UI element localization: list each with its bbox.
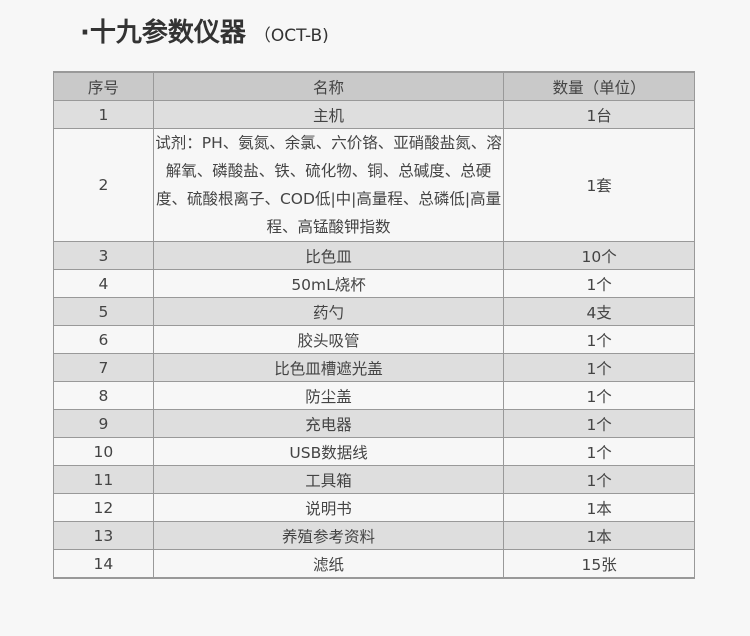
cell-no: 8 — [53, 381, 154, 410]
cell-no: 4 — [53, 269, 154, 298]
cell-name: USB数据线 — [152, 437, 505, 466]
table-row: 7 比色皿槽遮光盖 1个 — [53, 353, 695, 382]
cell-name: 试剂：PH、氨氮、余氯、六价铬、亚硝酸盐氮、溶解氧、磷酸盐、铁、硫化物、铜、总碱… — [152, 128, 505, 242]
cell-no: 5 — [53, 297, 154, 326]
table-row: 10 USB数据线 1个 — [53, 437, 695, 466]
cell-qty: 1个 — [503, 353, 695, 382]
table-row: 13 养殖参考资料 1本 — [53, 521, 695, 550]
cell-qty: 1个 — [503, 409, 695, 438]
cell-qty: 1个 — [503, 437, 695, 466]
cell-no: 11 — [53, 465, 154, 494]
cell-name: 药勺 — [152, 297, 505, 326]
cell-qty: 1个 — [503, 381, 695, 410]
title-model: （OCT-B) — [253, 26, 329, 46]
cell-qty: 4支 — [503, 297, 695, 326]
cell-no: 1 — [53, 100, 154, 129]
cell-name: 养殖参考资料 — [152, 521, 505, 550]
cell-name: 滤纸 — [152, 549, 505, 579]
header-no: 序号 — [53, 71, 154, 101]
cell-name: 主机 — [152, 100, 505, 129]
table-row: 2 试剂：PH、氨氮、余氯、六价铬、亚硝酸盐氮、溶解氧、磷酸盐、铁、硫化物、铜、总… — [53, 128, 695, 242]
cell-no: 9 — [53, 409, 154, 438]
cell-no: 3 — [53, 241, 154, 270]
cell-qty: 1本 — [503, 493, 695, 522]
page-title: ·十九参数仪器 （OCT-B) — [80, 12, 329, 49]
cell-no: 12 — [53, 493, 154, 522]
table-row: 8 防尘盖 1个 — [53, 381, 695, 410]
cell-name: 胶头吸管 — [152, 325, 505, 354]
title-main: ·十九参数仪器 — [80, 18, 246, 48]
table-row: 12 说明书 1本 — [53, 493, 695, 522]
cell-qty: 10个 — [503, 241, 695, 270]
cell-name: 50mL烧杯 — [152, 269, 505, 298]
parts-list-table: 序号 名称 数量（单位） 1 主机 1台 2 试剂：PH、氨氮、余氯、六价铬、亚硝酸盐氮… — [53, 71, 695, 579]
table-row: 14 滤纸 15张 — [53, 549, 695, 579]
cell-qty: 1套 — [503, 128, 695, 242]
cell-qty: 1个 — [503, 325, 695, 354]
cell-name: 比色皿槽遮光盖 — [152, 353, 505, 382]
table-row: 11 工具箱 1个 — [53, 465, 695, 494]
cell-no: 6 — [53, 325, 154, 354]
cell-name: 工具箱 — [152, 465, 505, 494]
table-row: 9 充电器 1个 — [53, 409, 695, 438]
cell-no: 10 — [53, 437, 154, 466]
cell-qty: 1台 — [503, 100, 695, 129]
table-row: 3 比色皿 10个 — [53, 241, 695, 270]
cell-no: 14 — [53, 549, 154, 579]
cell-qty: 1个 — [503, 269, 695, 298]
header-qty: 数量（单位） — [503, 71, 695, 101]
cell-qty: 15张 — [503, 549, 695, 579]
cell-name: 说明书 — [152, 493, 505, 522]
table-row: 1 主机 1台 — [53, 100, 695, 129]
header-row: 序号 名称 数量（单位） — [53, 71, 695, 101]
cell-no: 13 — [53, 521, 154, 550]
cell-qty: 1本 — [503, 521, 695, 550]
table-row: 6 胶头吸管 1个 — [53, 325, 695, 354]
cell-name: 比色皿 — [152, 241, 505, 270]
cell-no: 7 — [53, 353, 154, 382]
cell-no: 2 — [53, 128, 154, 242]
table-row: 4 50mL烧杯 1个 — [53, 269, 695, 298]
cell-qty: 1个 — [503, 465, 695, 494]
cell-name: 充电器 — [152, 409, 505, 438]
header-name: 名称 — [152, 71, 505, 101]
table-row: 5 药勺 4支 — [53, 297, 695, 326]
cell-name: 防尘盖 — [152, 381, 505, 410]
